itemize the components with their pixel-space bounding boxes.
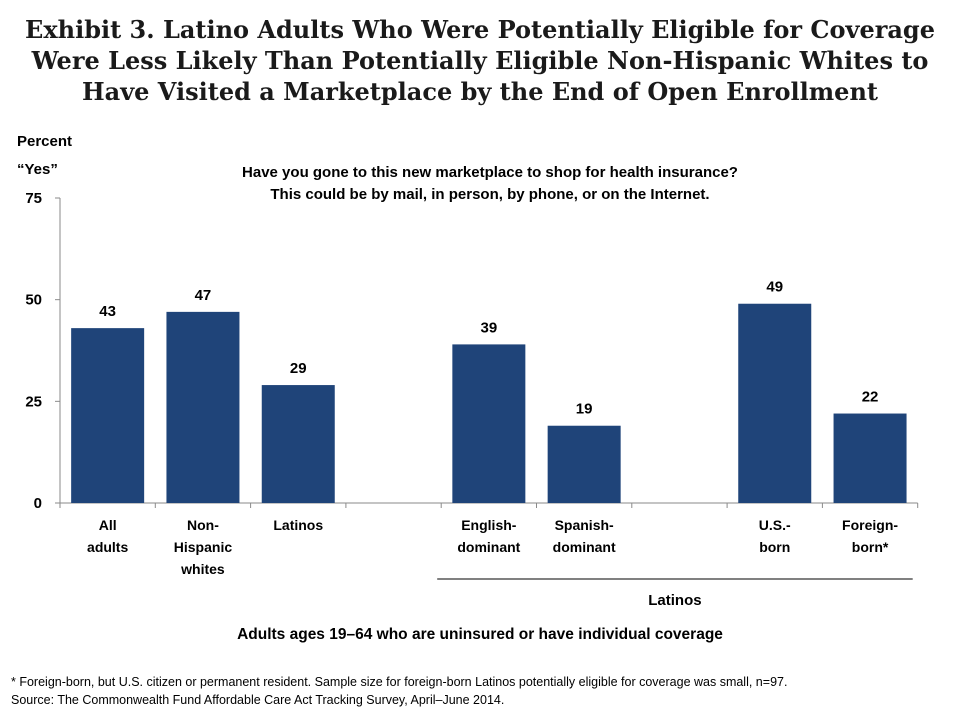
bar [452,344,526,503]
footnote-source: Source: The Commonwealth Fund Affordable… [11,693,505,707]
footnote-sample-size: * Foreign-born, but U.S. citizen or perm… [11,675,788,689]
footnotes: * Foreign-born, but U.S. citizen or perm… [11,673,787,709]
bar-value-label: 29 [290,360,307,377]
category-label: Foreign- [842,517,898,533]
bar [547,425,621,503]
survey-question: Have you gone to this new marketplace to… [140,162,840,206]
chart-title: Exhibit 3. Latino Adults Who Were Potent… [0,14,960,107]
y-tick-label-75: 75 [25,190,42,207]
category-label: All [99,517,117,533]
bar [71,328,145,503]
category-label: born [759,539,790,555]
bar [166,311,240,503]
bar-value-label: 22 [862,389,879,406]
y-axis-label-line-1: Percent [17,133,73,150]
category-label: English- [461,517,517,533]
bar [261,385,335,503]
y-axis-label-line-2: “Yes” [17,161,58,178]
category-label: U.S.- [759,517,791,533]
category-label: Hispanic [174,539,233,555]
bar-value-label: 39 [481,319,498,336]
category-label: born* [852,539,889,555]
y-tick-label-50: 50 [25,292,42,309]
bar-value-label: 47 [195,287,212,304]
category-label: Latinos [273,517,323,533]
category-label: Spanish- [555,517,614,533]
bar [738,303,812,503]
category-label: whites [180,561,225,577]
bar-value-label: 19 [576,401,593,418]
bar [833,413,907,503]
bar-value-label: 43 [99,303,116,320]
category-label: adults [87,539,128,555]
title-line-1: Exhibit 3. Latino Adults Who Were Potent… [25,15,935,44]
question-line-2: This could be by mail, in person, by pho… [270,186,710,203]
title-line-3: Have Visited a Marketplace by the End of… [82,77,878,106]
y-tick-label-25: 25 [25,393,42,410]
category-label: Non- [187,517,219,533]
title-line-2: Were Less Likely Than Potentially Eligib… [31,46,929,75]
category-label: dominant [553,539,616,555]
question-line-1: Have you gone to this new marketplace to… [242,164,738,181]
bar-chart: 0 25 50 75 43 All adults 47 Non- Hispanic whites 29… [25,190,919,609]
category-label: dominant [457,539,520,555]
y-tick-label-0: 0 [34,495,42,512]
bar-value-label: 49 [766,279,783,296]
x-axis-label: Adults ages 19–64 who are uninsured or h… [237,626,723,643]
latinos-group-label: Latinos [648,592,701,609]
